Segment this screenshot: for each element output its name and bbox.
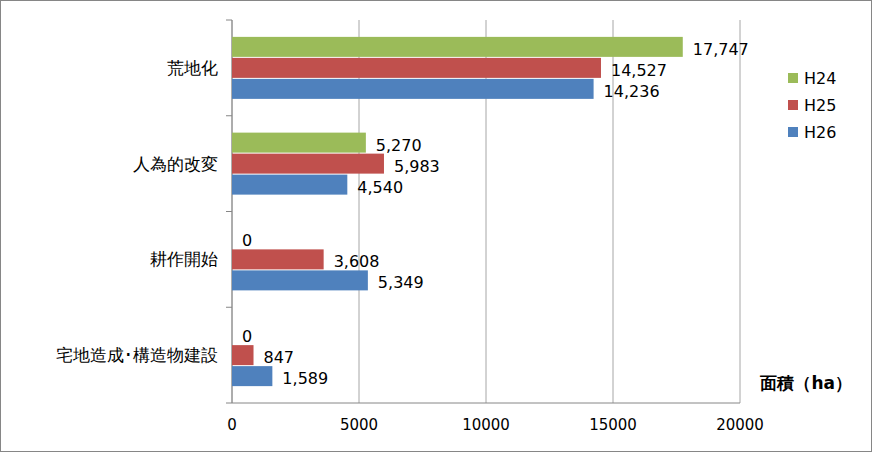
data-label: 1,589 bbox=[282, 369, 328, 388]
bars bbox=[232, 37, 683, 386]
data-label: 3,608 bbox=[334, 252, 380, 271]
category-tick bbox=[226, 403, 232, 404]
chart-frame bbox=[1, 1, 872, 452]
bar bbox=[232, 270, 368, 290]
data-label: 4,540 bbox=[357, 178, 403, 197]
bar bbox=[232, 324, 233, 344]
chart-root: 0 5000 10000 15000 20000 荒地化 17,747 14,527 14,23… bbox=[0, 0, 872, 452]
bar bbox=[232, 133, 366, 153]
axis-title: 面積（ha） bbox=[759, 373, 852, 393]
legend-label: H24 bbox=[804, 69, 836, 88]
legend-swatch bbox=[788, 73, 798, 83]
category-tick bbox=[226, 20, 232, 21]
data-label: 5,983 bbox=[394, 157, 440, 176]
data-label: 5,270 bbox=[376, 136, 422, 155]
legend-swatch bbox=[788, 100, 798, 110]
data-label: 14,527 bbox=[611, 61, 667, 80]
category-label: 荒地化 bbox=[167, 58, 218, 78]
legend-label: H26 bbox=[804, 123, 836, 142]
x-axis-line bbox=[232, 403, 740, 404]
legend-swatch bbox=[788, 127, 798, 137]
data-label: 0 bbox=[242, 327, 252, 346]
data-label: 5,349 bbox=[378, 273, 424, 292]
legend-label: H25 bbox=[804, 96, 836, 115]
tick-label: 0 bbox=[227, 416, 237, 434]
grid-line bbox=[740, 20, 741, 403]
tick-label: 10000 bbox=[462, 416, 510, 434]
category-tick bbox=[226, 307, 232, 308]
tick-label: 15000 bbox=[589, 416, 637, 434]
category-tick bbox=[226, 115, 232, 116]
bar bbox=[232, 175, 347, 195]
bar bbox=[232, 228, 233, 248]
category-label: 宅地造成･構造物建設 bbox=[56, 345, 218, 365]
bar bbox=[232, 37, 683, 57]
bar bbox=[232, 58, 601, 78]
bar bbox=[232, 249, 324, 269]
data-label: 0 bbox=[242, 231, 252, 250]
bar bbox=[232, 366, 272, 386]
data-label: 17,747 bbox=[693, 40, 749, 59]
tick-label: 20000 bbox=[716, 416, 764, 434]
data-label: 847 bbox=[264, 348, 295, 367]
bar bbox=[232, 79, 594, 99]
bar bbox=[232, 154, 384, 174]
category-label: 耕作開始 bbox=[150, 249, 218, 269]
bar bbox=[232, 345, 254, 365]
chart-svg: 0 5000 10000 15000 20000 荒地化 17,747 14,527 14,23… bbox=[0, 0, 872, 452]
category-tick bbox=[226, 211, 232, 212]
data-label: 14,236 bbox=[604, 82, 660, 101]
tick-label: 5000 bbox=[340, 416, 378, 434]
category-label: 人為的改変 bbox=[133, 154, 218, 174]
